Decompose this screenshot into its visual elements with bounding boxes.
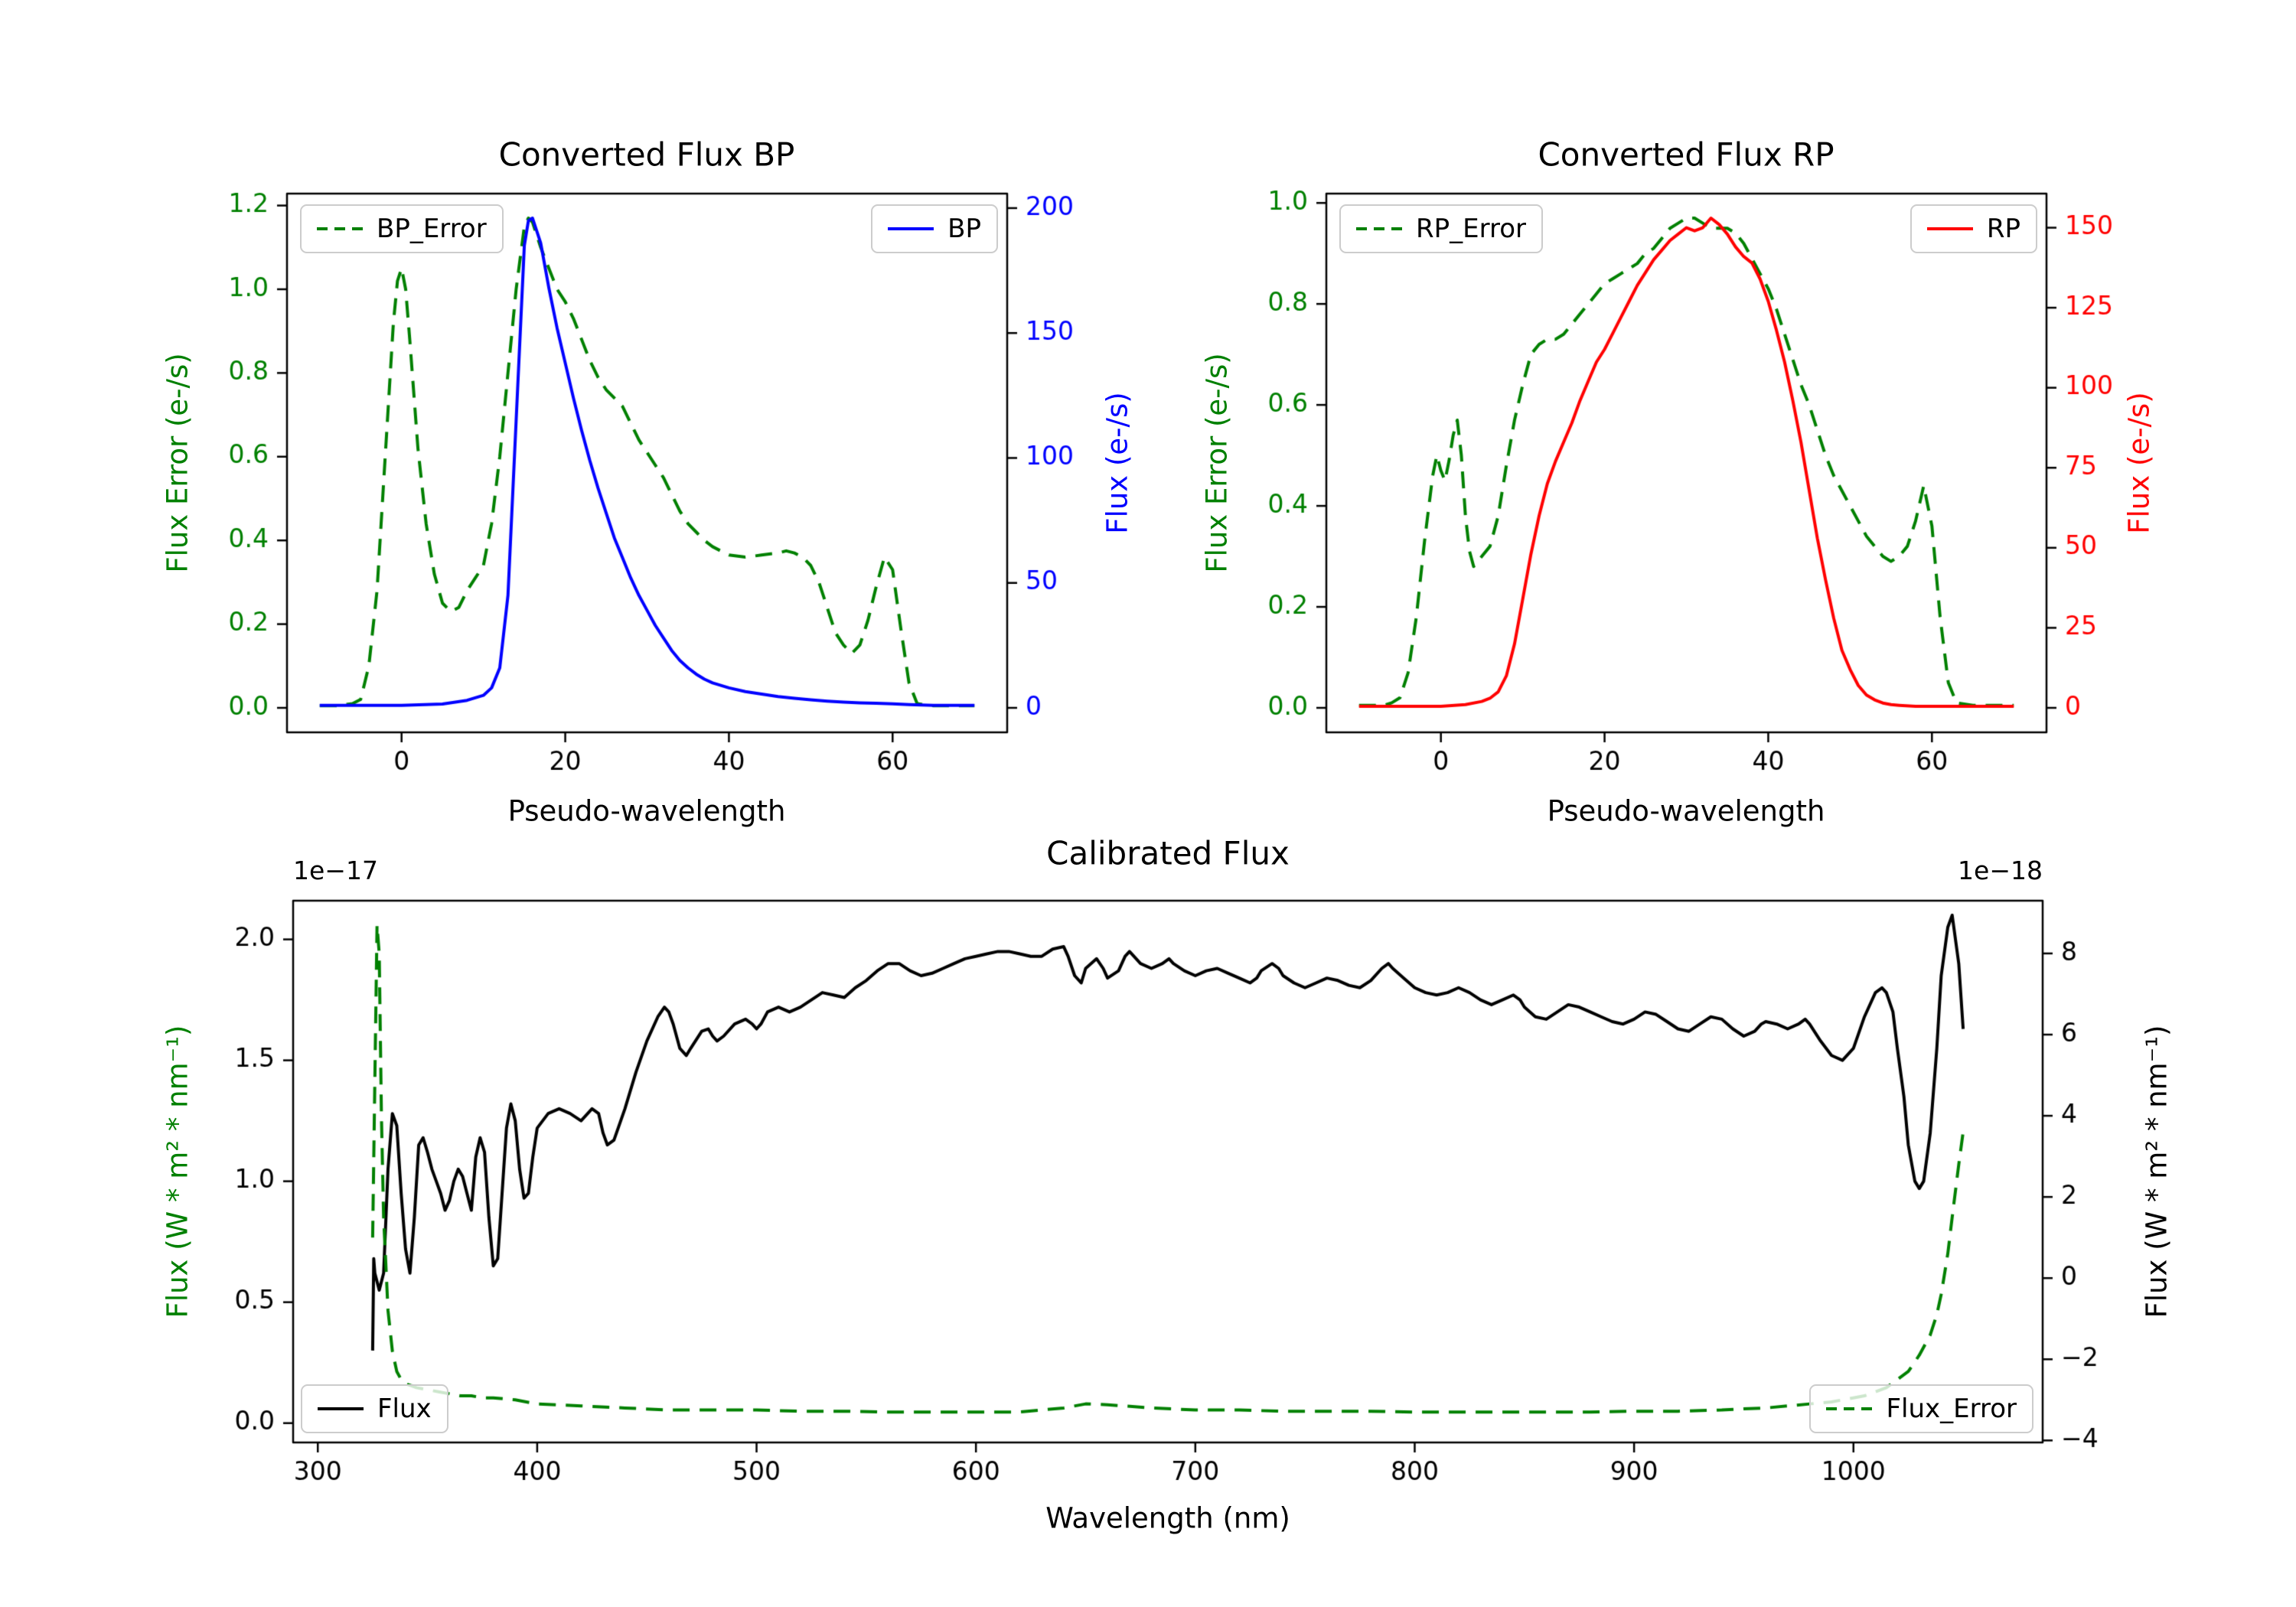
rp-legend-label: RP (1986, 214, 2020, 244)
legend-rp: RP (1910, 204, 2037, 253)
cal-offset-right-label: 1e−18 (1958, 856, 2043, 885)
rp-legend-line-sample (1926, 227, 1973, 230)
legend-bp: BP (871, 204, 998, 253)
rp-yaxis-right-label: Flux (e-/s) (2122, 392, 2156, 534)
cal-xaxis-label: Wavelength (nm) (1045, 1501, 1290, 1535)
bp-error-legend-line-sample (317, 227, 363, 230)
rp-xaxis-label: Pseudo-wavelength (1547, 794, 1825, 828)
bp-error-legend-label: BP_Error (377, 214, 487, 244)
cal-yaxis-right-label: Flux (W * m² * nm⁻¹) (2140, 1025, 2174, 1319)
legend-rp-error: RP_Error (1339, 204, 1544, 253)
flux-legend-line-sample (318, 1407, 364, 1410)
rp-error-legend-label: RP_Error (1416, 214, 1527, 244)
bp-xaxis-label: Pseudo-wavelength (507, 794, 786, 828)
cal-offset-left-label: 1e−17 (293, 856, 378, 885)
legend-flux-error: Flux_Error (1809, 1384, 2033, 1433)
legend-bp-error: BP_Error (300, 204, 504, 253)
cal-yaxis-left-label: Flux (W * m² * nm⁻¹) (161, 1025, 194, 1319)
rp-error-legend-line-sample (1356, 227, 1402, 230)
bp-yaxis-left-label: Flux Error (e-/s) (161, 353, 194, 573)
bp-legend-label: BP (947, 214, 981, 244)
flux-error-legend-label: Flux_Error (1886, 1393, 2017, 1424)
bp-yaxis-right-label: Flux (e-/s) (1101, 392, 1134, 534)
flux-error-legend-line-sample (1826, 1407, 1873, 1410)
cal-plot-title: Calibrated Flux (1046, 834, 1290, 872)
rp-plot-title: Converted Flux RP (1538, 135, 1835, 174)
bp-plot-title: Converted Flux BP (498, 135, 795, 174)
bp-legend-line-sample (888, 227, 934, 230)
flux-legend-label: Flux (377, 1393, 432, 1424)
legend-flux: Flux (301, 1384, 448, 1433)
rp-yaxis-left-label: Flux Error (e-/s) (1200, 353, 1234, 573)
